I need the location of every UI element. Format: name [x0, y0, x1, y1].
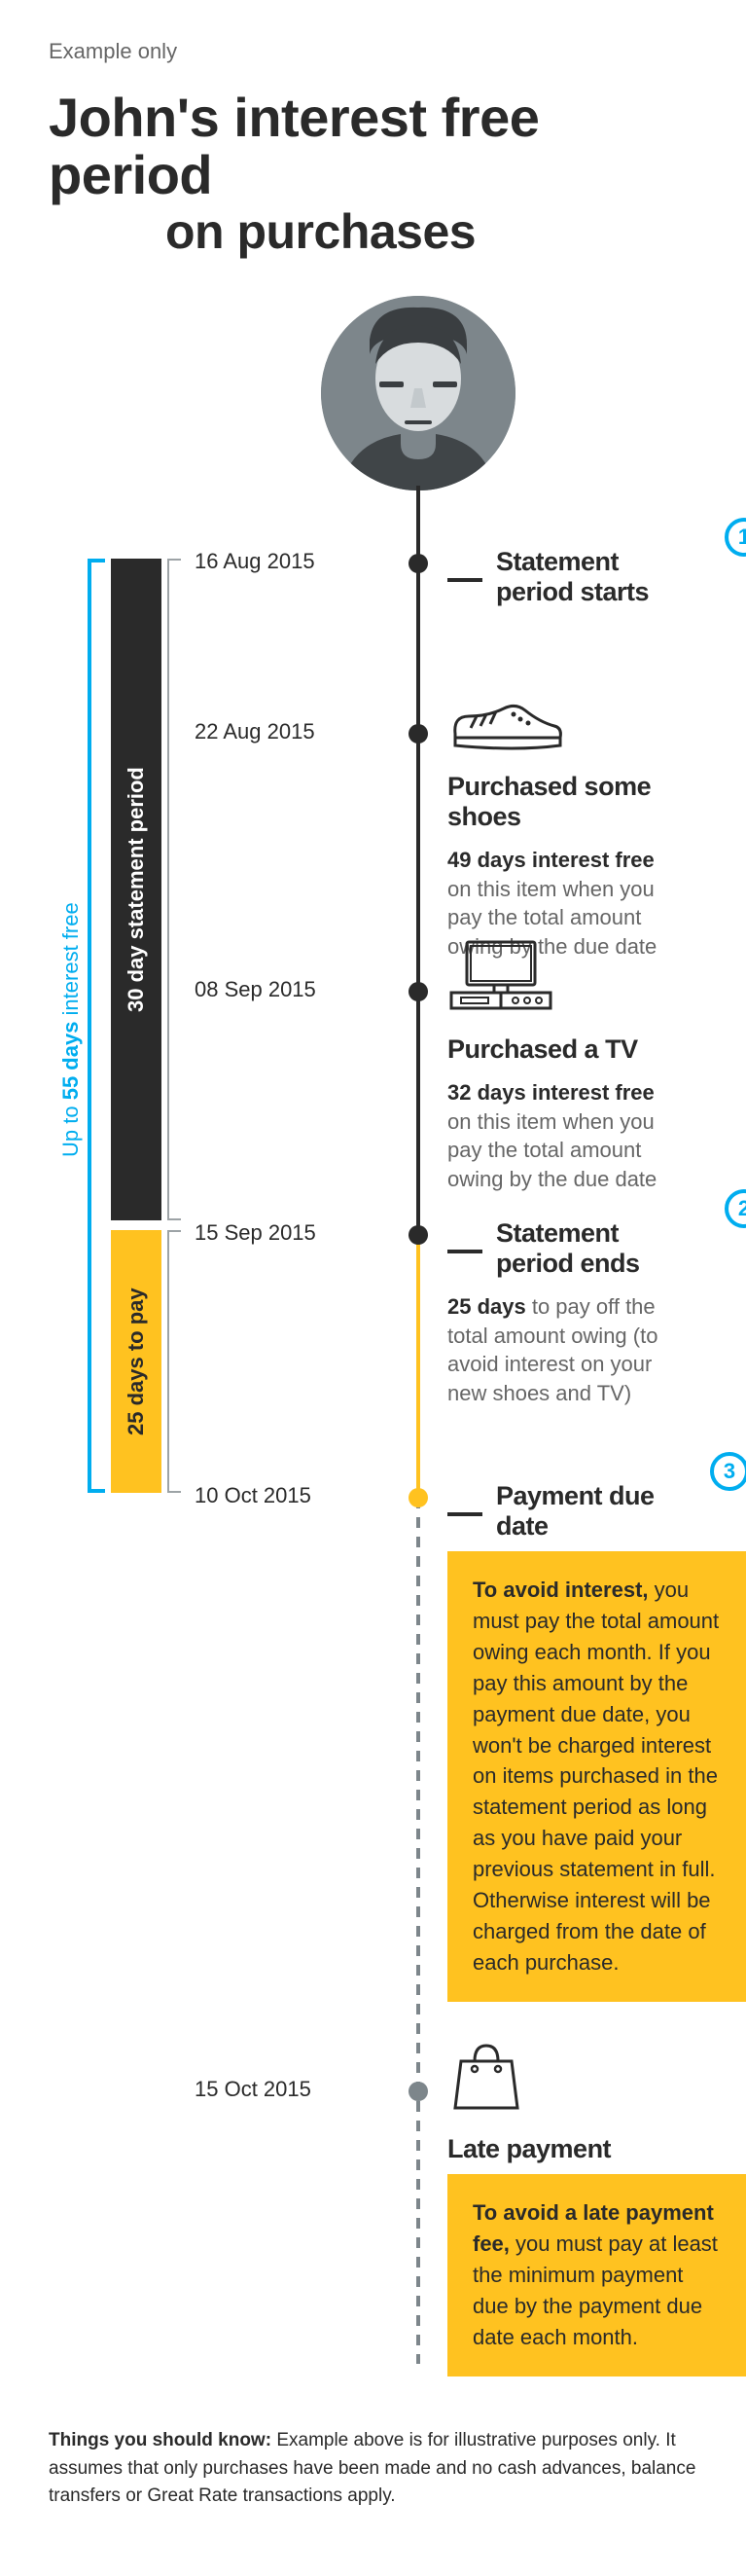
bracket-statement [167, 559, 181, 1220]
event-2-title: Purchased some shoes [447, 772, 678, 832]
blue-bracket-bold: 55 days [58, 1022, 83, 1101]
callout-1-bold: To avoid interest, [473, 1578, 649, 1602]
footer-disclaimer: Things you should know: Example above is… [49, 2427, 697, 2511]
bar-pay-bold: 25 days [124, 1357, 148, 1435]
tick-icon [447, 1506, 482, 1516]
timeline-axis [416, 486, 420, 2364]
date-2: 22 Aug 2015 [195, 719, 389, 744]
event-purchased-tv: Purchased a TV 32 days interest free on … [447, 938, 678, 1194]
page-title: John's interest free period on purchases [49, 90, 697, 257]
event-4-title: Statement period ends [496, 1218, 678, 1279]
shoe-icon [447, 695, 678, 758]
bag-icon [447, 2038, 678, 2121]
event-6-title: Late payment [447, 2134, 611, 2164]
axis-dot-4 [409, 1225, 428, 1245]
step-badge-2: 2 [725, 1189, 746, 1228]
axis-segment-overdue [416, 1498, 420, 2364]
event-statement-starts: Statement period starts [447, 547, 678, 607]
date-6: 15 Oct 2015 [195, 2077, 389, 2102]
event-3-title: Purchased a TV [447, 1034, 638, 1065]
event-purchased-shoes: Purchased some shoes 49 days interest fr… [447, 695, 678, 961]
event-statement-ends: Statement period ends 25 days to pay off… [447, 1218, 678, 1408]
bar-days-to-pay: 25 days to pay [111, 1230, 161, 1493]
bracket-payment [167, 1230, 181, 1493]
date-4: 15 Sep 2015 [195, 1220, 389, 1246]
event-3-rest: on this item when you pay the total amou… [447, 1109, 657, 1191]
axis-segment-statement [416, 486, 420, 1235]
callout-avoid-interest: To avoid interest, you must pay the tota… [447, 1551, 746, 2002]
event-3-bold: 32 days interest free [447, 1080, 655, 1105]
step-badge-1: 1 [725, 518, 746, 557]
date-3: 08 Sep 2015 [195, 977, 389, 1002]
axis-dot-6 [409, 2082, 428, 2101]
tick-icon [447, 1244, 482, 1253]
event-late-payment: Late payment [447, 2038, 678, 2164]
callout-1-rest: you must pay the total amount owing each… [473, 1578, 719, 1975]
axis-dot-5 [409, 1488, 428, 1507]
event-5-title: Payment due date [496, 1481, 678, 1542]
tick-icon [447, 572, 482, 582]
bar-statement-rest: statement period [124, 767, 148, 945]
axis-dot-1 [409, 554, 428, 573]
axis-dot-2 [409, 724, 428, 744]
title-line-2: on purchases [165, 206, 697, 258]
date-5: 10 Oct 2015 [195, 1483, 389, 1508]
avatar [321, 296, 515, 490]
bar-pay-rest: to pay [124, 1288, 148, 1357]
blue-bracket-prefix: Up to [58, 1100, 83, 1157]
event-2-bold: 49 days interest free [447, 848, 655, 872]
eyebrow-label: Example only [49, 39, 697, 64]
bar-statement-bold: 30 day [124, 946, 148, 1013]
callout-2-rest: you must pay at least the minimum paymen… [473, 2231, 718, 2349]
avatar-icon [321, 296, 515, 490]
tv-icon [447, 938, 678, 1021]
date-1: 16 Aug 2015 [195, 549, 389, 574]
event-1-title: Statement period starts [496, 547, 678, 607]
timeline-stage: Up to 55 days interest free 30 day state… [49, 296, 697, 2417]
callout-avoid-late-fee: To avoid a late payment fee, you must pa… [447, 2174, 746, 2376]
axis-dot-3 [409, 982, 428, 1001]
event-4-bold: 25 days [447, 1294, 526, 1319]
blue-bracket-suffix: interest free [58, 902, 83, 1021]
bar-statement-period: 30 day statement period [111, 559, 161, 1220]
step-badge-3: 3 [710, 1452, 746, 1491]
event-payment-due: Payment due date [447, 1481, 678, 1542]
footer-bold: Things you should know: [49, 2430, 271, 2450]
bracket-interest-free-label: Up to 55 days interest free [58, 562, 84, 1497]
bracket-interest-free: Up to 55 days interest free [88, 559, 105, 1493]
axis-segment-payment [416, 1235, 420, 1498]
title-line-1: John's interest free period [49, 90, 697, 204]
